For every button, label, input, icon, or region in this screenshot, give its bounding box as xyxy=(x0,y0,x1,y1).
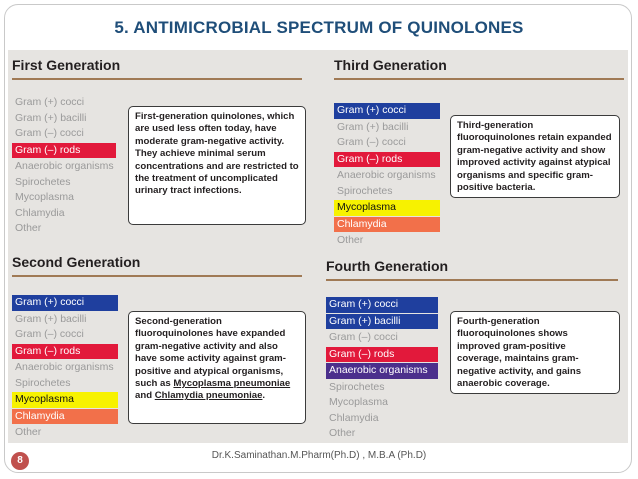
organism-item: Other xyxy=(337,234,364,246)
organism-item: Mycoplasma xyxy=(329,396,388,408)
slide-title: 5. ANTIMICROBIAL SPECTRUM OF QUINOLONES xyxy=(114,18,524,37)
organism-list: Gram (+) cocci Gram (+) bacilli Gram (–) c… xyxy=(12,95,116,237)
second-generation-panel: Second Generation Gram (+) cocci Gram (+)… xyxy=(12,254,314,442)
third-generation-panel: Third Generation Gram (+) cocci Gram (+) … xyxy=(334,57,626,247)
organism-item: Gram (+) bacilli xyxy=(15,111,87,124)
organism-list: Gram (+) cocci Gram (+) bacilli Gram (–) c… xyxy=(12,294,118,441)
organism-item-highlighted: Mycoplasma xyxy=(334,200,440,216)
generation-divider xyxy=(12,275,302,277)
organism-item: Other xyxy=(15,426,42,438)
generation-description: First-generation quinolones, which are u… xyxy=(128,106,306,225)
generation-description: Second-generation fluoroquinolones have … xyxy=(128,311,306,424)
organism-item: Gram (–) cocci xyxy=(15,127,84,139)
organism-item: Chlamydia xyxy=(329,411,379,424)
organism-item-highlighted: Gram (+) cocci xyxy=(334,103,440,119)
generation-title: Third Generation xyxy=(334,57,447,73)
organism-item: Gram (–) cocci xyxy=(15,328,84,340)
organism-item: Gram (–) cocci xyxy=(337,136,406,148)
generation-divider xyxy=(326,279,618,281)
generation-description: Third-generation fluoroquinolones retain… xyxy=(450,115,620,198)
generations-figure: First Generation Gram (+) cocci Gram (+) … xyxy=(8,50,628,443)
organism-item: Mycoplasma xyxy=(15,191,74,203)
organism-item: Gram (+) bacilli xyxy=(337,120,409,133)
slide-footer: Dr.K.Saminathan.M.Pharm(Ph.D) , M.B.A (P… xyxy=(211,450,427,461)
organism-item-highlighted: Chlamydia xyxy=(12,408,118,424)
organism-item: Other xyxy=(329,427,356,439)
organism-item-highlighted: Anaerobic organisms xyxy=(326,363,438,379)
generation-divider xyxy=(12,78,302,80)
organism-item: Other xyxy=(15,222,42,234)
description-text: Second-generation fluoroquinolones have … xyxy=(135,316,286,390)
organism-item-highlighted: Gram (+) cocci xyxy=(326,297,438,313)
organism-list: Gram (+) cocci Gram (+) bacilli Gram (–) c… xyxy=(334,102,440,249)
underlined-organism-name: Mycoplasma pneumoniae xyxy=(173,378,291,390)
organism-item: Spirochetes xyxy=(337,184,393,197)
organism-item: Anaerobic organisms xyxy=(15,160,114,172)
generation-title: Second Generation xyxy=(12,254,141,270)
generation-title: Fourth Generation xyxy=(326,258,449,274)
fourth-generation-panel: Fourth Generation Gram (+) cocci Gram (+)… xyxy=(326,258,626,442)
organism-item: Spirochetes xyxy=(15,376,71,389)
organism-item-highlighted: Gram (–) rods xyxy=(334,151,440,167)
organism-item-highlighted: Gram (+) bacilli xyxy=(326,313,438,329)
organism-item: Gram (+) bacilli xyxy=(15,312,87,325)
organism-item-highlighted: Gram (+) cocci xyxy=(12,295,118,311)
organism-item: Anaerobic organisms xyxy=(337,169,436,181)
description-text: and xyxy=(135,390,155,402)
generation-divider xyxy=(334,78,624,80)
page-number-badge: 8 xyxy=(11,452,29,470)
organism-item: Gram (–) cocci xyxy=(329,331,398,343)
generation-title: First Generation xyxy=(12,57,121,73)
description-text: . xyxy=(262,390,266,402)
organism-item: Chlamydia xyxy=(15,206,65,219)
organism-item: Anaerobic organisms xyxy=(15,361,114,373)
underlined-organism-name: Chlamydia pneumoniae xyxy=(154,390,263,402)
organism-item: Spirochetes xyxy=(15,175,71,188)
organism-item: Gram (+) cocci xyxy=(15,96,85,108)
organism-item-highlighted: Chlamydia xyxy=(334,216,440,232)
organism-item-highlighted: Gram (–) rods xyxy=(12,343,118,359)
organism-list: Gram (+) cocci Gram (+) bacilli Gram (–) c… xyxy=(326,296,438,442)
first-generation-panel: First Generation Gram (+) cocci Gram (+) … xyxy=(12,57,314,247)
organism-item-highlighted: Mycoplasma xyxy=(12,392,118,408)
organism-item-highlighted: Gram (–) rods xyxy=(12,142,116,158)
organism-item-highlighted: Gram (–) rods xyxy=(326,346,438,362)
generation-description: Fourth-generation fluoroquinolones shows… xyxy=(450,311,620,394)
organism-item: Spirochetes xyxy=(329,380,385,393)
